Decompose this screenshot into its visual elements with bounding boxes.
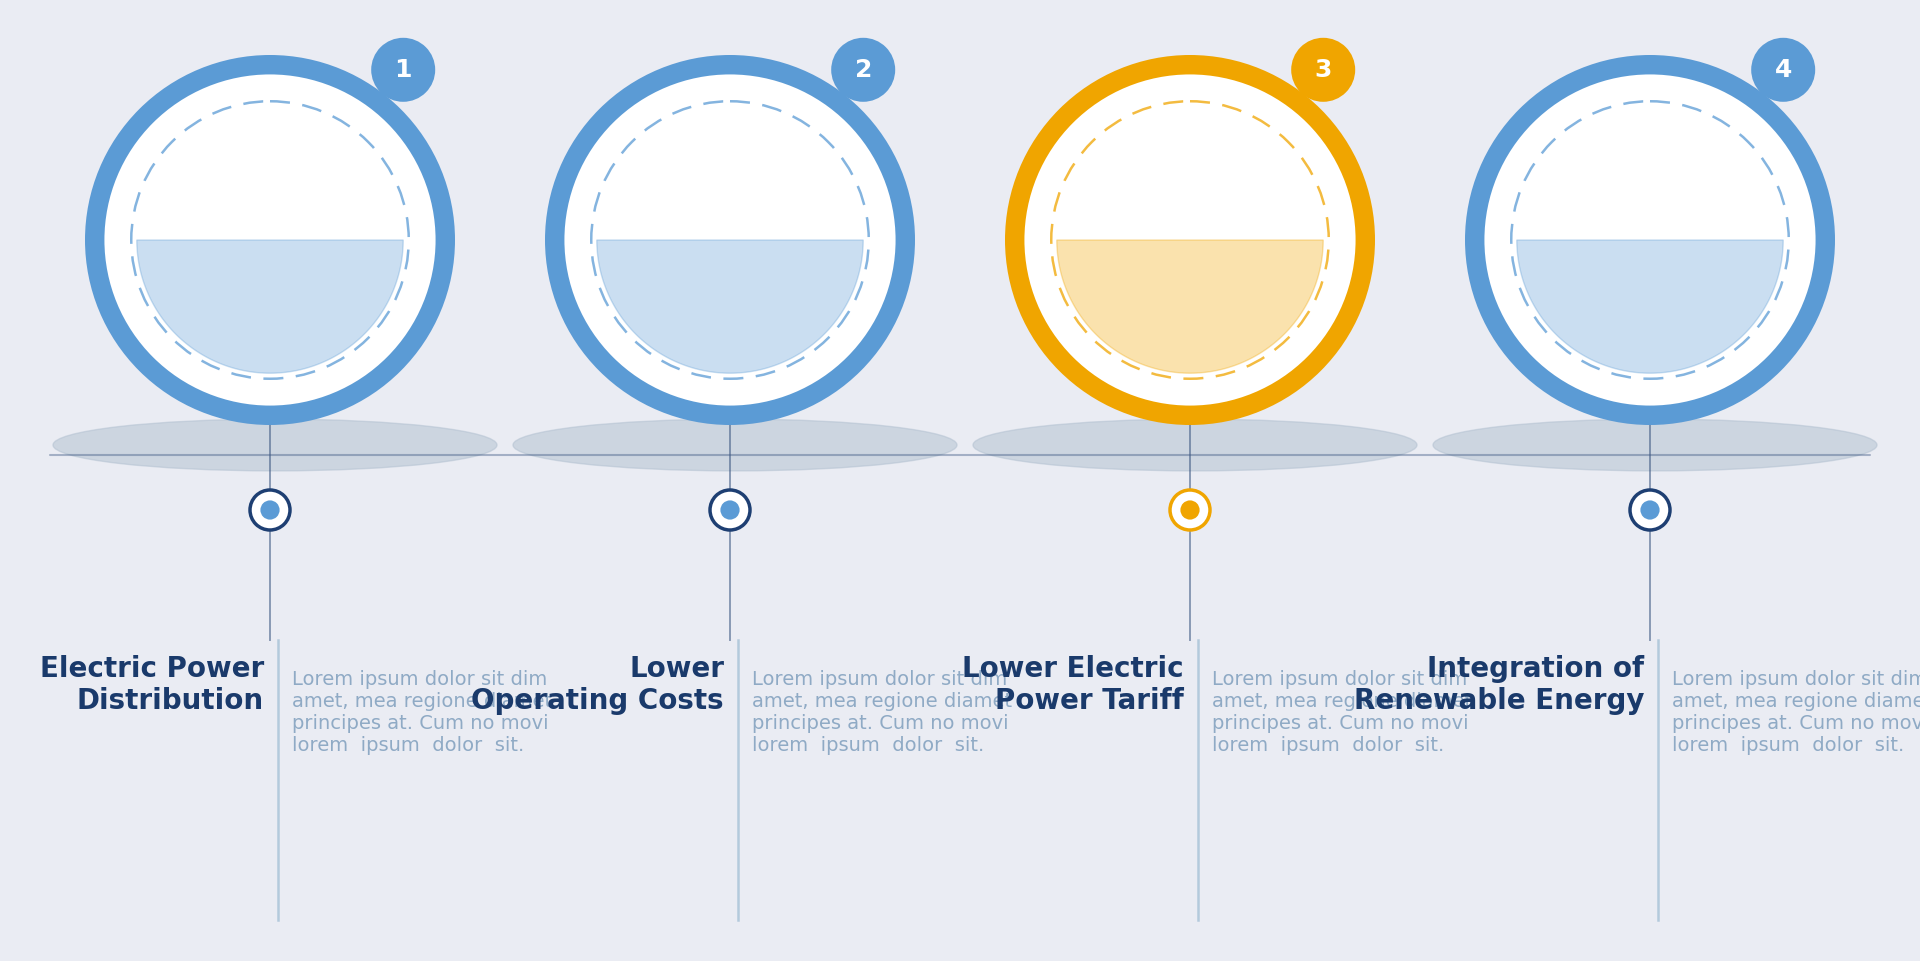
Polygon shape (1517, 240, 1784, 373)
Circle shape (720, 501, 739, 520)
Ellipse shape (973, 419, 1417, 471)
Circle shape (84, 55, 455, 425)
Text: Lorem ipsum dolor sit dim
amet, mea regione diamet
principes at. Cum no movi
lor: Lorem ipsum dolor sit dim amet, mea regi… (292, 670, 553, 755)
Text: Lower Electric
Power Tariff: Lower Electric Power Tariff (962, 655, 1185, 715)
Polygon shape (1056, 240, 1323, 373)
Circle shape (1484, 74, 1816, 406)
Circle shape (831, 37, 895, 102)
Text: 3: 3 (1315, 58, 1332, 82)
Circle shape (104, 74, 436, 406)
Circle shape (1290, 37, 1356, 102)
Text: 4: 4 (1774, 58, 1791, 82)
Polygon shape (136, 240, 403, 373)
Circle shape (1181, 501, 1200, 520)
Circle shape (545, 55, 916, 425)
Ellipse shape (54, 419, 497, 471)
Circle shape (1465, 55, 1836, 425)
Circle shape (250, 490, 290, 530)
Polygon shape (597, 240, 864, 373)
Ellipse shape (1432, 419, 1878, 471)
Text: Lorem ipsum dolor sit dim
amet, mea regione diamet
principes at. Cum no movi
lor: Lorem ipsum dolor sit dim amet, mea regi… (1212, 670, 1473, 755)
Text: Electric Power
Distribution: Electric Power Distribution (40, 655, 265, 715)
Circle shape (564, 74, 895, 406)
Circle shape (371, 37, 436, 102)
Circle shape (1025, 74, 1356, 406)
Circle shape (1630, 490, 1670, 530)
Circle shape (710, 490, 751, 530)
Text: 2: 2 (854, 58, 872, 82)
Text: Lorem ipsum dolor sit dim
amet, mea regione diamet
principes at. Cum no movi
lor: Lorem ipsum dolor sit dim amet, mea regi… (753, 670, 1012, 755)
Text: 1: 1 (394, 58, 413, 82)
Circle shape (1004, 55, 1375, 425)
Circle shape (1751, 37, 1814, 102)
Ellipse shape (513, 419, 956, 471)
Circle shape (261, 501, 280, 520)
Text: Lower
Operating Costs: Lower Operating Costs (472, 655, 724, 715)
Text: Lorem ipsum dolor sit dim
amet, mea regione diamet
principes at. Cum no movi
lor: Lorem ipsum dolor sit dim amet, mea regi… (1672, 670, 1920, 755)
Circle shape (1640, 501, 1659, 520)
Circle shape (1169, 490, 1210, 530)
Text: Integration of
Renewable Energy: Integration of Renewable Energy (1354, 655, 1644, 715)
